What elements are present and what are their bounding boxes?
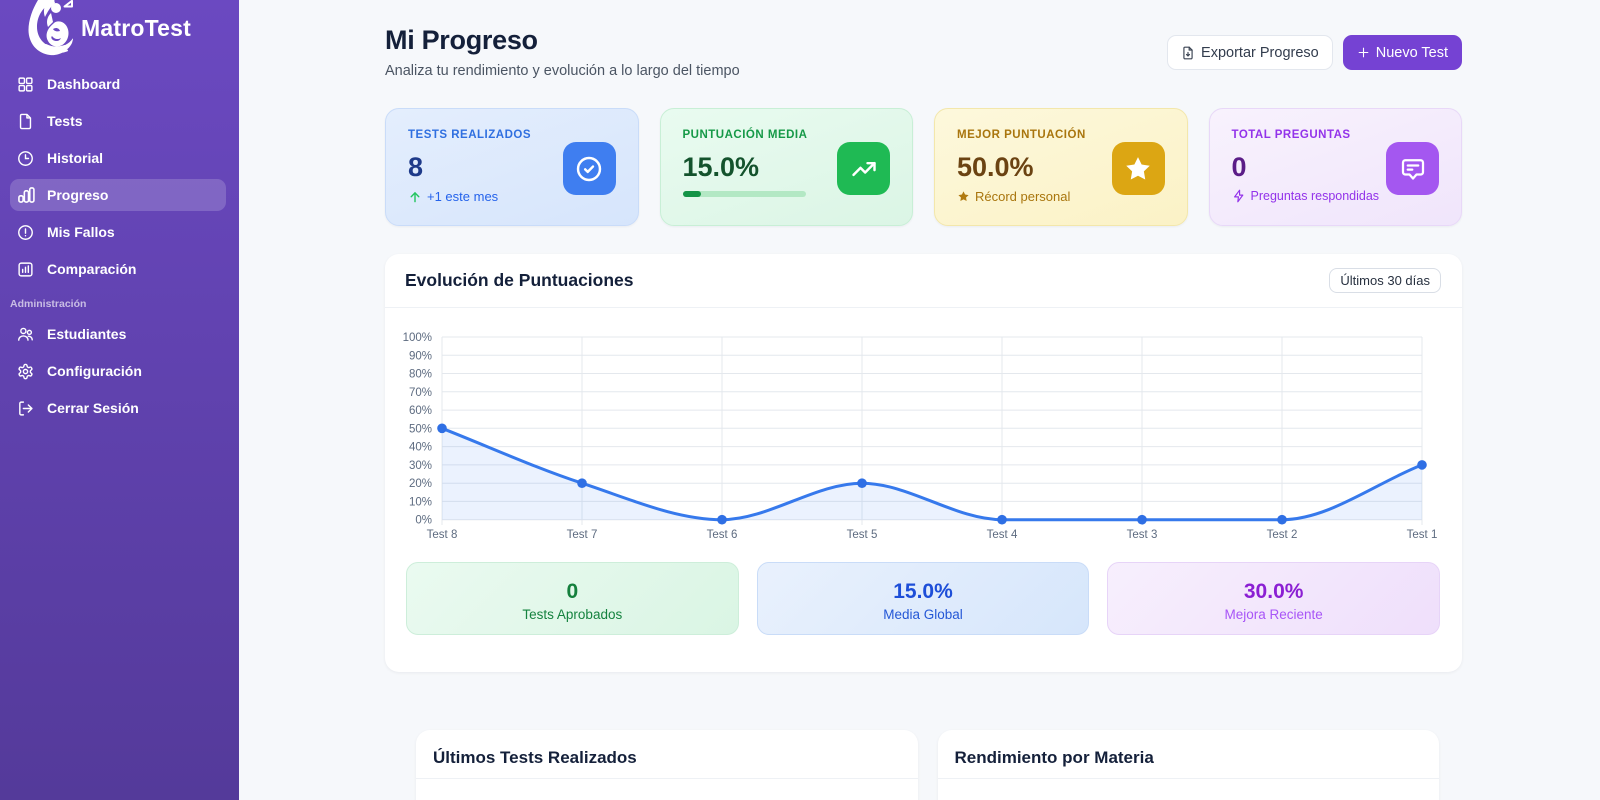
svg-text:10%: 10% xyxy=(409,496,432,508)
svg-text:0%: 0% xyxy=(415,515,432,527)
svg-text:Test 4: Test 4 xyxy=(987,529,1018,541)
svg-text:20%: 20% xyxy=(409,478,432,490)
svg-text:Test 6: Test 6 xyxy=(707,529,738,541)
svg-text:30%: 30% xyxy=(409,460,432,472)
svg-text:Test 7: Test 7 xyxy=(567,529,598,541)
svg-text:Test 8: Test 8 xyxy=(427,529,458,541)
svg-text:Test 3: Test 3 xyxy=(1127,529,1158,541)
svg-text:Test 1: Test 1 xyxy=(1407,529,1438,541)
svg-text:80%: 80% xyxy=(409,369,432,381)
svg-text:90%: 90% xyxy=(409,350,432,362)
svg-text:Test 5: Test 5 xyxy=(847,529,878,541)
svg-text:100%: 100% xyxy=(403,332,432,344)
svg-text:50%: 50% xyxy=(409,423,432,435)
svg-text:40%: 40% xyxy=(409,442,432,454)
svg-text:Test 2: Test 2 xyxy=(1267,529,1298,541)
svg-text:60%: 60% xyxy=(409,405,432,417)
svg-text:70%: 70% xyxy=(409,387,432,399)
